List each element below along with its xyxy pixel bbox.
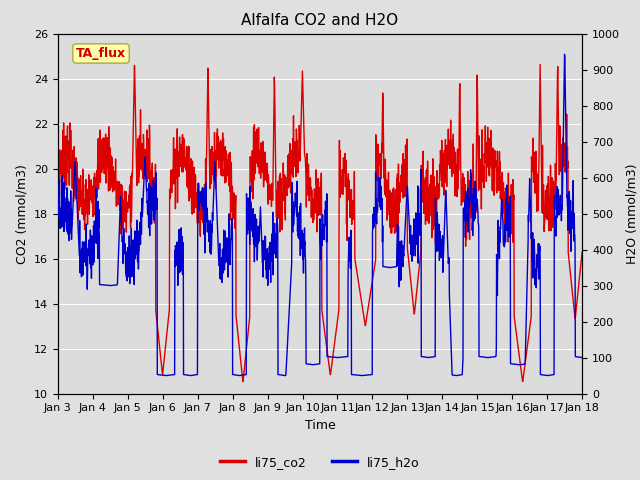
Legend: li75_co2, li75_h2o: li75_co2, li75_h2o (215, 451, 425, 474)
Y-axis label: CO2 (mmol/m3): CO2 (mmol/m3) (15, 164, 28, 264)
Text: TA_flux: TA_flux (76, 47, 126, 60)
Y-axis label: H2O (mmol/m3): H2O (mmol/m3) (626, 163, 639, 264)
X-axis label: Time: Time (305, 419, 335, 432)
Title: Alfalfa CO2 and H2O: Alfalfa CO2 and H2O (241, 13, 399, 28)
